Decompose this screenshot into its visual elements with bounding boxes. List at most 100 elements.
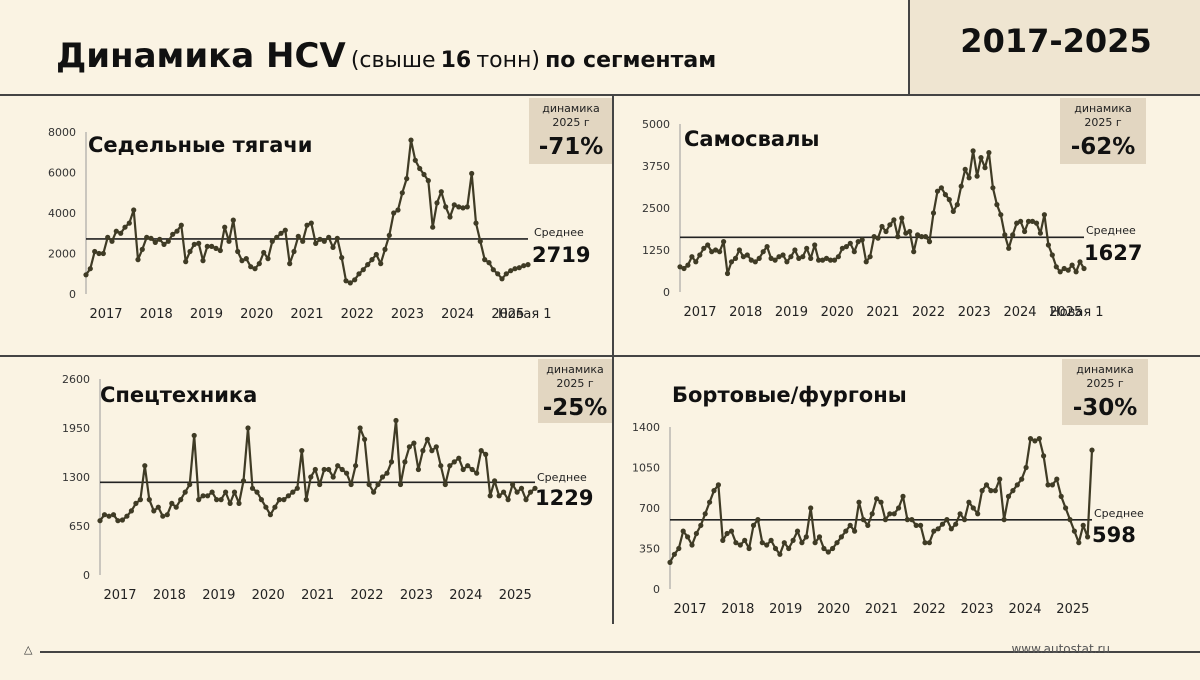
data-point — [915, 232, 921, 238]
data-point — [330, 474, 336, 480]
mean-value: 598 — [1092, 523, 1136, 547]
data-point — [724, 270, 731, 277]
data-point — [1010, 232, 1016, 238]
data-point — [689, 254, 695, 260]
data-point — [276, 497, 282, 503]
x-tick-label: 2023 — [958, 305, 991, 320]
data-point — [825, 549, 831, 555]
data-point — [948, 526, 954, 532]
data-point — [317, 236, 323, 242]
data-point — [1085, 534, 1091, 540]
data-point — [326, 234, 332, 240]
data-point — [173, 504, 179, 510]
data-point — [469, 170, 475, 177]
data-point — [501, 489, 507, 495]
data-point — [447, 463, 453, 469]
data-point — [831, 257, 838, 263]
data-point — [834, 540, 840, 546]
data-point — [222, 224, 228, 230]
data-point — [464, 204, 470, 210]
data-point — [709, 249, 715, 255]
data-point — [1069, 262, 1075, 268]
data-point — [856, 499, 862, 505]
data-point — [397, 481, 404, 488]
data-point — [997, 476, 1003, 482]
data-point — [768, 255, 774, 261]
data-point — [369, 257, 375, 263]
mean-value: 1627 — [1084, 241, 1142, 265]
data-point — [879, 223, 885, 230]
data-point — [509, 481, 516, 488]
data-point — [406, 444, 412, 450]
data-point — [245, 425, 251, 431]
data-point — [348, 481, 354, 488]
data-point — [685, 262, 691, 268]
data-point — [119, 517, 125, 523]
data-point — [360, 267, 366, 273]
data-point — [425, 178, 431, 184]
data-point — [689, 542, 695, 548]
data-point — [285, 493, 291, 499]
data-point — [904, 517, 910, 523]
data-point — [371, 489, 377, 495]
data-point — [303, 497, 309, 503]
data-point — [667, 559, 673, 565]
data-point — [308, 474, 314, 480]
data-point — [490, 267, 496, 273]
chart-title: Самосвалы — [684, 127, 819, 151]
data-point — [1077, 259, 1083, 265]
data-point — [169, 500, 175, 506]
data-point — [827, 257, 834, 263]
series-line — [85, 138, 529, 284]
data-point — [1037, 230, 1043, 236]
data-point — [254, 489, 260, 495]
data-point — [953, 521, 959, 527]
data-point — [483, 451, 489, 457]
data-point — [196, 497, 202, 503]
x-tick-label: 2017 — [89, 307, 122, 322]
x-extra-label: Новая 1 — [1050, 305, 1104, 320]
data-point — [1029, 218, 1036, 224]
data-point — [784, 259, 790, 265]
data-point — [178, 222, 184, 228]
chart-dump-trucks: 0 1250 2500 3750 5000 2017 2018 2019 2020 2021 202… — [642, 98, 1146, 320]
data-point — [304, 222, 310, 228]
data-point — [794, 528, 801, 534]
divider-vertical — [612, 94, 614, 624]
data-point — [518, 485, 525, 491]
data-point — [788, 254, 794, 260]
data-point — [442, 481, 448, 488]
data-point — [954, 202, 960, 208]
data-point — [812, 540, 818, 546]
y-tick-label: 1250 — [642, 244, 670, 257]
y-tick-label: 1050 — [632, 462, 660, 475]
data-point — [759, 540, 765, 546]
data-point — [1061, 265, 1067, 272]
data-point — [339, 255, 345, 261]
data-point — [676, 545, 682, 552]
logo-icon: △ — [24, 643, 33, 656]
data-point — [891, 217, 897, 223]
data-point — [671, 551, 677, 557]
data-point — [165, 238, 171, 244]
y-tick-label: 1400 — [632, 421, 660, 434]
title-main: Динамика HCV — [56, 36, 346, 76]
data-point — [1032, 438, 1038, 444]
badge-label: динамика — [1076, 363, 1134, 376]
data-point — [994, 202, 1000, 208]
data-point — [816, 534, 823, 540]
data-point — [737, 542, 743, 548]
data-point — [299, 448, 305, 454]
data-point — [1065, 267, 1071, 273]
y-tick-label: 700 — [639, 502, 660, 515]
data-point — [998, 212, 1004, 218]
y-tick-label: 2000 — [48, 248, 76, 261]
data-point — [451, 202, 457, 208]
data-point — [966, 175, 972, 181]
data-point — [986, 150, 992, 156]
data-point — [803, 534, 809, 540]
data-point — [223, 489, 229, 495]
x-tick-label: 2021 — [290, 307, 323, 322]
data-point — [209, 243, 215, 249]
data-point — [97, 518, 103, 524]
